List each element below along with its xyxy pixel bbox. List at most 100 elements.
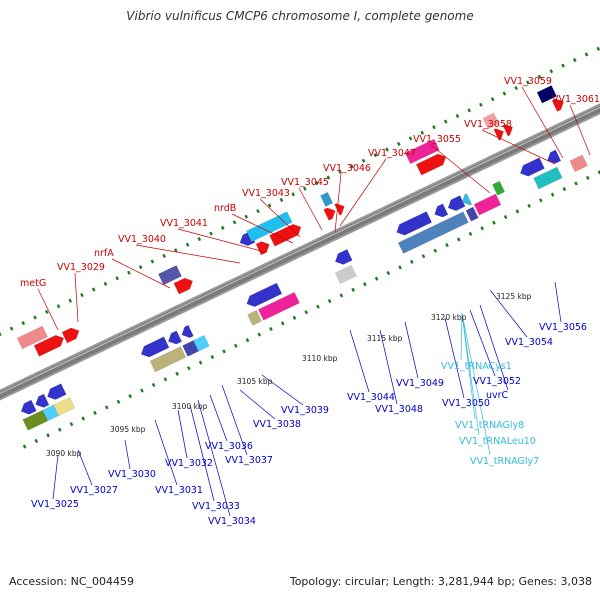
leader-forward xyxy=(74,272,79,323)
gene-label-reverse: VV1_3032 xyxy=(165,458,213,469)
track-dot xyxy=(527,203,531,208)
track-dot xyxy=(550,192,555,197)
track-dot xyxy=(128,394,132,399)
leader-forward xyxy=(259,198,301,238)
track-dot xyxy=(116,399,121,404)
gene-feature xyxy=(334,264,357,285)
track-dot xyxy=(537,74,542,79)
gene-label-forward: nrdB xyxy=(214,203,236,214)
track-dot xyxy=(526,80,530,85)
track-dot xyxy=(269,326,273,332)
gene-label-forward: VV1_3040 xyxy=(118,234,166,245)
leader-reverse xyxy=(177,409,188,459)
gene-feature xyxy=(334,203,345,216)
track-dot xyxy=(0,332,2,337)
gene-feature xyxy=(447,195,466,211)
gene-feature xyxy=(149,346,187,373)
leader-forward xyxy=(481,129,556,165)
kbp-tick-label: 3110 kbp xyxy=(302,354,338,363)
track-dot xyxy=(303,186,307,191)
leader-forward xyxy=(430,144,491,194)
gene-feature xyxy=(35,393,50,408)
track-dot xyxy=(480,226,485,231)
track-dot xyxy=(490,97,495,102)
gene-label-reverse: VV1_3054 xyxy=(505,337,553,348)
leader-reverse xyxy=(444,317,465,399)
leader-forward xyxy=(521,86,564,159)
track-dot xyxy=(33,315,37,320)
track-dot xyxy=(151,382,156,388)
gene-feature xyxy=(482,112,500,130)
gene-label-reverse: VV1_3034 xyxy=(208,516,256,527)
track-dot xyxy=(339,293,344,298)
track-dot xyxy=(185,242,190,247)
track-dots xyxy=(0,46,600,449)
gene-feature xyxy=(167,330,183,345)
leader-forward xyxy=(339,158,387,227)
leader-reverse xyxy=(261,374,304,406)
gene-label-reverse: VV1_3052 xyxy=(473,376,521,387)
track-dot xyxy=(396,141,401,147)
track-dot xyxy=(338,169,342,175)
track-dot xyxy=(267,203,272,208)
track-dot xyxy=(386,270,391,276)
track-dot xyxy=(455,113,460,119)
track-dot xyxy=(373,153,378,158)
track-dot xyxy=(279,197,284,202)
track-dot xyxy=(433,248,438,253)
gene-labels: metG VV1_3029 nrfA VV1_3040 VV1_3041 nrdB VV1_… xyxy=(20,76,600,527)
track-dot xyxy=(222,349,226,354)
leader-reverse xyxy=(349,329,370,393)
backbone-highlight xyxy=(0,106,600,395)
gene-feature xyxy=(434,203,449,218)
leader-reverse xyxy=(239,389,276,420)
leader-forward xyxy=(231,213,294,244)
track-dot xyxy=(574,181,578,186)
track-dot xyxy=(443,119,448,124)
track-dot xyxy=(162,253,166,258)
gene-label-reverse: VV1_3030 xyxy=(108,469,156,480)
gene-label-reverse: VV1_3044 xyxy=(347,392,395,403)
track-dot xyxy=(68,298,73,303)
track-dot xyxy=(127,270,131,275)
track-dot xyxy=(327,298,332,304)
leader-rna xyxy=(460,312,463,361)
track-dot xyxy=(174,248,178,253)
track-dot xyxy=(572,57,577,63)
leader-reverse xyxy=(209,394,228,442)
gene-feature xyxy=(173,277,193,295)
gene-feature xyxy=(53,396,76,417)
gene-feature xyxy=(473,193,502,216)
track-dot xyxy=(34,438,39,443)
track-dot xyxy=(22,444,27,449)
kbp-ticks: 3090 kbp 3095 kbp 3100 kbp 3105 kbp 3110 kbp… xyxy=(46,292,532,458)
gene-label-forward: VV1_3043 xyxy=(242,188,290,199)
gene-feature xyxy=(569,154,588,173)
leader-forward xyxy=(334,173,342,233)
gene-feature xyxy=(536,85,557,104)
gene-label-reverse: VV1_3031 xyxy=(155,485,203,496)
track-dot xyxy=(57,427,62,432)
gene-label-reverse: VV1_3036 xyxy=(205,441,253,452)
track-dot xyxy=(163,377,168,382)
track-dot xyxy=(326,175,331,180)
track-dot xyxy=(21,321,26,326)
rna-label: VV1_tRNACys1 xyxy=(441,361,512,372)
track-dot xyxy=(9,326,14,331)
gene-label-reverse: VV1_3027 xyxy=(70,485,118,496)
track-dot xyxy=(385,147,389,152)
kbp-tick-label: 3090 kbp xyxy=(46,449,82,458)
rna-label: VV1_tRNALeu10 xyxy=(459,436,536,447)
leader-reverse xyxy=(489,289,528,338)
gene-label-reverse: VV1_3025 xyxy=(31,499,79,510)
gene-label-reverse: uvrC xyxy=(486,390,509,401)
leader-reverse xyxy=(77,449,93,486)
track-dot xyxy=(432,125,436,130)
track-dot xyxy=(198,360,203,365)
track-dot xyxy=(81,416,86,421)
kbp-tick-label: 3095 kbp xyxy=(110,425,146,434)
gene-label-forward: VV1_3058 xyxy=(464,119,512,130)
leader-reverse xyxy=(189,404,215,502)
track-dot xyxy=(479,102,483,107)
gene-label-reverse: VV1_3039 xyxy=(281,405,329,416)
